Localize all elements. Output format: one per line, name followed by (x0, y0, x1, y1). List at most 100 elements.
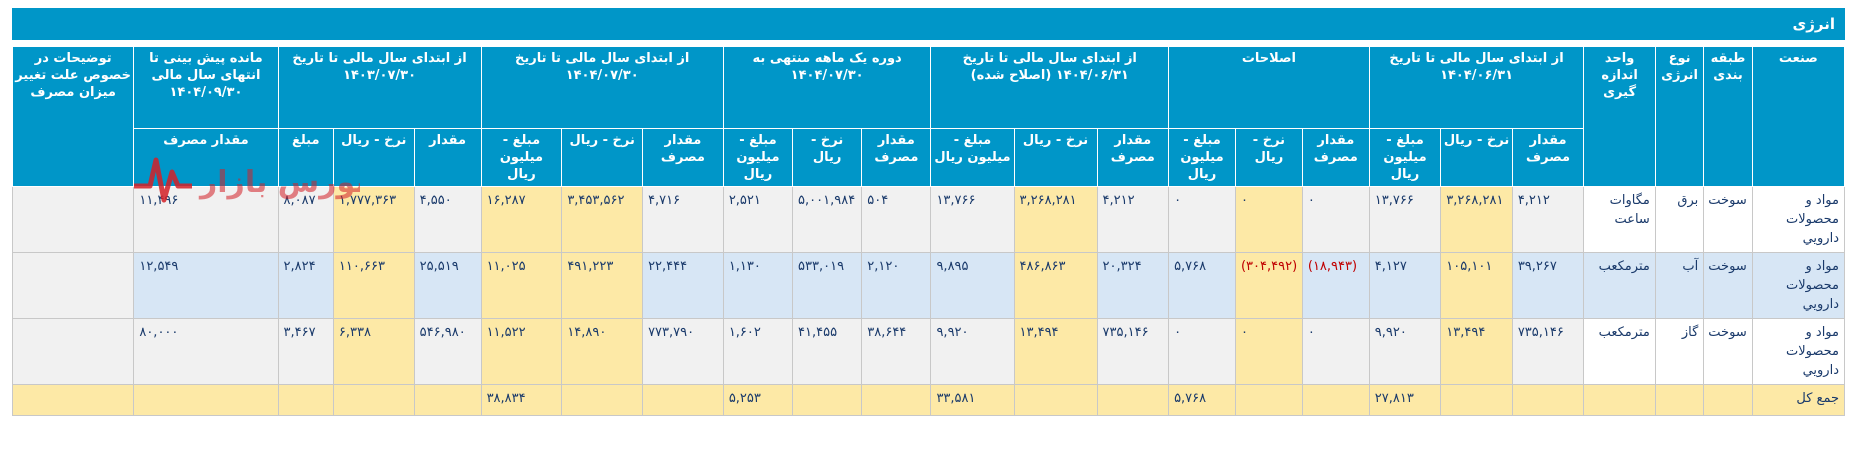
cell-value: ۳۹,۲۶۷ (1511, 252, 1585, 319)
cell-value: ۵۳۳,۰۱۹ (792, 252, 863, 319)
cell-value: ۲۵,۵۱۹ (413, 252, 482, 319)
energy-table-container: صنعت طبقه بندی نوع انرژی واحد اندازه گیر… (11, 46, 1846, 416)
cell-value: ۳,۲۶۸,۲۸۱ (1440, 186, 1513, 253)
header-group-month: دوره یک ماهه منتهی به ۱۴۰۴/۰۷/۳۰ (722, 46, 932, 129)
subheader-amount: مبلغ - میلیون ریال (480, 128, 563, 187)
cell-value: ۶,۳۳۸ (332, 318, 415, 385)
cell-value: ۱۲,۵۴۹ (133, 252, 279, 319)
total-row: جمع کل ۲۷,۸۱۳ ۵,۷۶۸ ۳۳,۵۸۱ ۵,۲۵۳ ۳۸,۸۳۴ (11, 384, 1846, 416)
cell-value: ۵,۷۶۸ (1168, 252, 1236, 319)
cell-value: ۴,۵۵۰ (413, 186, 482, 253)
subheader-amount: مبلغ - میلیون ریال (722, 128, 794, 187)
total-empty (642, 384, 724, 416)
cell-industry: مواد و محصولات دارويي (1751, 252, 1846, 319)
cell-value (11, 318, 135, 385)
cell-value (11, 186, 135, 253)
subheader-amount: مبلغ - میلیون ریال (930, 128, 1015, 187)
total-amount: ۵,۲۵۳ (722, 384, 794, 416)
header-group-ytd-0730: از ابتدای سال مالی تا تاریخ ۱۴۰۴/۰۷/۳۰ (480, 46, 724, 129)
cell-value: ۵,۰۰۱,۹۸۴ (792, 186, 863, 253)
cell-value: ۳۸,۶۴۴ (861, 318, 932, 385)
logo-text: بورس بازار (198, 165, 360, 200)
total-empty (1703, 384, 1753, 416)
cell-value: ۷۷۳,۷۹۰ (642, 318, 724, 385)
total-empty (133, 384, 279, 416)
subheader-qty: مقدار مصرف (642, 128, 724, 187)
watermark-logo: بورس بازار (134, 157, 360, 203)
total-empty (1234, 384, 1303, 416)
cell-value: ۸۰,۰۰۰ (133, 318, 279, 385)
cell-value: ۷۳۵,۱۴۶ (1511, 318, 1585, 385)
total-empty (1301, 384, 1370, 416)
cell-value: ۰ (1301, 318, 1370, 385)
subheader-rate: نرخ - ریال (1013, 128, 1098, 187)
total-empty (11, 384, 135, 416)
cell-value: ۱۳,۴۹۴ (1440, 318, 1513, 385)
total-empty (1013, 384, 1098, 416)
total-amount: ۲۷,۸۱۳ (1368, 384, 1442, 416)
header-group-forecast: مانده پیش بینی تا انتهای سال مالی ۱۴۰۴/۰… (133, 46, 279, 129)
subheader-rate: نرخ - ریال (1234, 128, 1303, 187)
cell-value: ۵۰۴ (861, 186, 932, 253)
cell-value: ۳,۲۶۸,۲۸۱ (1013, 186, 1098, 253)
cell-value: ۸,۰۸۷ (277, 186, 334, 253)
total-empty (277, 384, 334, 416)
cell-value: ۹,۹۲۰ (1368, 318, 1442, 385)
cell-value: ۴۹۱,۲۲۳ (561, 252, 644, 319)
cell-value: ۲,۱۲۰ (861, 252, 932, 319)
cell-value: ۱۱۰,۶۶۳ (332, 252, 415, 319)
cell-value (11, 252, 135, 319)
cell-energy-type: آب (1654, 252, 1705, 319)
cell-energy-type: برق (1654, 186, 1705, 253)
header-group-ytd-corrected: از ابتدای سال مالی تا تاریخ ۱۴۰۴/۰۶/۳۱ (… (930, 46, 1170, 129)
table-row: مواد و محصولات دارويي سوخت گاز مترمکعب ۷۳۵,۱… (11, 318, 1846, 385)
total-empty (1511, 384, 1585, 416)
header-unit: واحد اندازه گیری (1583, 46, 1656, 187)
subheader-qty: مقدار (413, 128, 482, 187)
cell-value: ۱,۷۷۷,۳۶۳ (332, 186, 415, 253)
header-group-prev-year: از ابتدای سال مالی تا تاریخ ۱۴۰۳/۰۷/۳۰ (277, 46, 482, 129)
table-row: مواد و محصولات دارويي سوخت آب مترمکعب ۳۹,۲۶۷… (11, 252, 1846, 319)
subheader-rate: نرخ - ریال (561, 128, 644, 187)
cell-value: ۰ (1301, 186, 1370, 253)
cell-value: ۱۶,۲۸۷ (480, 186, 563, 253)
cell-classification: سوخت (1703, 318, 1753, 385)
header-group-corrections: اصلاحات (1168, 46, 1370, 129)
cell-value: ۴,۷۱۶ (642, 186, 724, 253)
cell-unit: مترمکعب (1583, 318, 1656, 385)
cell-value: ۱۳,۴۹۴ (1013, 318, 1098, 385)
cell-value: ۴۱,۴۵۵ (792, 318, 863, 385)
subheader-rate: نرخ - ریال (1440, 128, 1513, 187)
cell-value: ۱۴,۸۹۰ (561, 318, 644, 385)
table-body: مواد و محصولات دارويي سوخت برق مگاوات ساعت ۴… (11, 186, 1846, 416)
cell-value: ۱۳,۷۶۶ (1368, 186, 1442, 253)
cell-value: ۱۱,۵۲۲ (480, 318, 563, 385)
cell-classification: سوخت (1703, 186, 1753, 253)
header-group-notes: توضیحات در خصوص علت تغییر میزان مصرف (11, 46, 135, 187)
header-energy-type: نوع انرژی (1654, 46, 1705, 187)
total-empty (1583, 384, 1656, 416)
total-empty (561, 384, 644, 416)
cell-value: (۳۰۴,۴۹۲) (1234, 252, 1303, 319)
cell-value: ۴,۱۲۷ (1368, 252, 1442, 319)
total-empty (1440, 384, 1513, 416)
cell-value: ۹,۹۲۰ (930, 318, 1015, 385)
cell-value: ۰ (1234, 318, 1303, 385)
cell-industry: مواد و محصولات دارويي (1751, 186, 1846, 253)
header-group-ytd-0631: از ابتدای سال مالی تا تاریخ ۱۴۰۴/۰۶/۳۱ (1368, 46, 1585, 129)
cell-value: ۲,۸۲۴ (277, 252, 334, 319)
cell-value: ۰ (1168, 186, 1236, 253)
cell-value: ۳,۴۶۷ (277, 318, 334, 385)
cell-value: ۱,۶۰۲ (722, 318, 794, 385)
cell-value: ۲,۵۲۱ (722, 186, 794, 253)
energy-table: صنعت طبقه بندی نوع انرژی واحد اندازه گیر… (11, 46, 1846, 416)
total-label: جمع کل (1751, 384, 1846, 416)
cell-value: ۱۱,۴۹۶ (133, 186, 279, 253)
subheader-qty: مقدار مصرف (861, 128, 932, 187)
cell-classification: سوخت (1703, 252, 1753, 319)
total-empty (1096, 384, 1170, 416)
total-amount: ۵,۷۶۸ (1168, 384, 1236, 416)
cell-unit: مگاوات ساعت (1583, 186, 1656, 253)
cell-value: ۴,۲۱۲ (1511, 186, 1585, 253)
subheader-rate: نرخ - ریال (332, 128, 415, 187)
